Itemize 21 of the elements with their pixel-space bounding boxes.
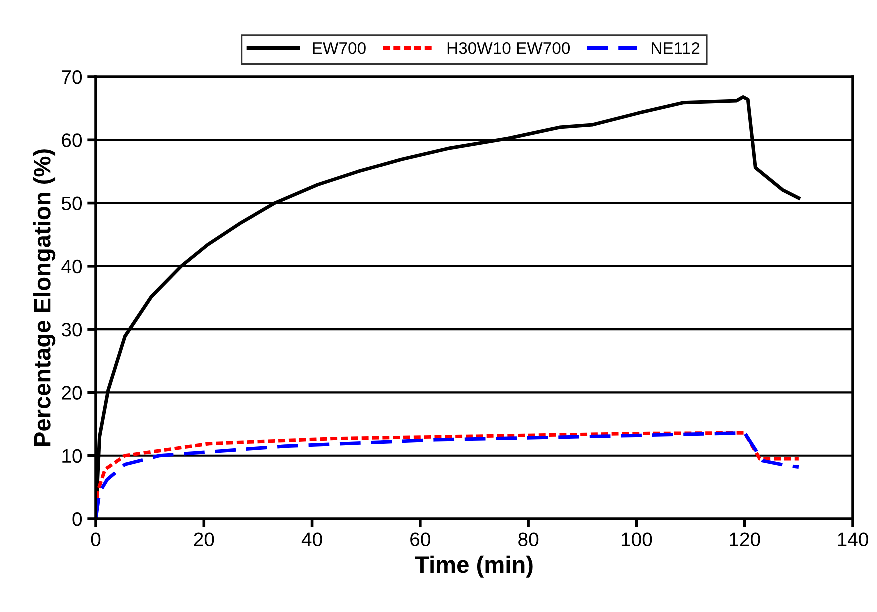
y-tick-label: 40 [62, 260, 82, 274]
x-tick-label: 140 [838, 532, 868, 546]
x-tick-label: 60 [410, 532, 430, 546]
x-axis-title: Time (min) [415, 556, 533, 578]
legend-label: H30W10 EW700 [448, 42, 570, 54]
y-axis-title: Percentage Elongation (%) [34, 150, 56, 446]
x-tick-label: 0 [91, 532, 101, 546]
y-tick-label: 0 [72, 512, 82, 526]
y-tick-label: 60 [62, 134, 82, 148]
y-tick-label: 10 [62, 449, 82, 464]
x-tick-label: 40 [302, 532, 322, 546]
x-tick-label: 80 [518, 532, 539, 546]
y-tick-label: 20 [62, 386, 82, 400]
y-tick-label: 70 [62, 70, 82, 84]
y-tick-label: 30 [62, 323, 82, 337]
y-tick-label: 50 [62, 196, 82, 211]
x-tick-label: 20 [194, 532, 214, 546]
x-tick-label: 120 [730, 532, 760, 546]
legend-label: NE112 [652, 42, 700, 54]
legend-label: EW700 [313, 42, 366, 54]
x-tick-label: 100 [622, 532, 652, 546]
